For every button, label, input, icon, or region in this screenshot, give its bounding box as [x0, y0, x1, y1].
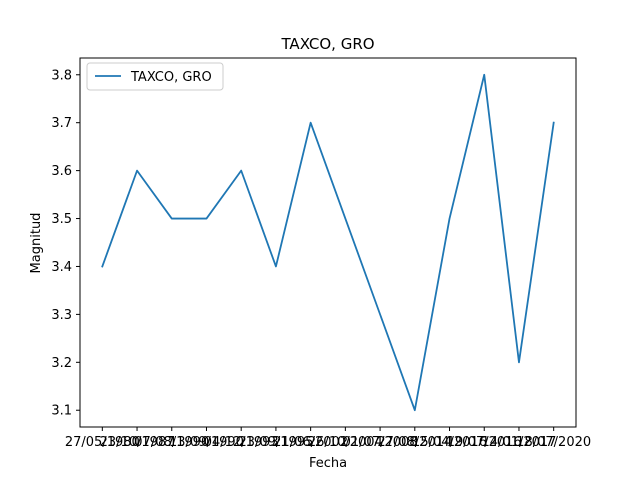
x-tick-label: 21/06/2002 [273, 435, 348, 450]
x-tick-label: 23/10/1987 [100, 435, 175, 450]
x-tick-label: 26/10/2004 [308, 435, 383, 450]
legend-label: TAXCO, GRO [130, 70, 212, 85]
axes-frame [79, 57, 577, 428]
x-tick-label: 23/09/1995 [238, 435, 313, 450]
series-line [101, 73, 555, 412]
y-tick-label: 3.2 [51, 356, 72, 371]
plot-area: 3.1 3.2 3.3 3.4 3.5 3.6 3.7 3.8 27/05/198023/10/… [51, 57, 591, 450]
y-tick-label: 3.8 [51, 68, 72, 83]
x-tick-label: 13/09/1990 [169, 435, 244, 450]
chart-title: TAXCO, GRO [280, 35, 374, 53]
x-tick-label: 27/08/2014 [377, 435, 452, 450]
y-tick-label: 3.6 [51, 164, 72, 179]
legend: TAXCO, GRO [86, 62, 224, 91]
y-tick-label: 3.7 [51, 116, 72, 131]
x-tick-label: 04/12/1993 [204, 435, 279, 450]
x-tick-label: 01/07/2008 [343, 435, 418, 450]
x-tick-label: 07/08/1990 [134, 435, 209, 450]
legend-box [86, 62, 224, 91]
x-tick-label: 19/07/2016 [447, 435, 522, 450]
x-tick-label: 15/04/2016 [412, 435, 487, 450]
x-tick-label: 14/01/2017 [481, 435, 556, 450]
x-tick-label: 27/05/1980 [65, 435, 140, 450]
y-tick-label: 3.4 [51, 260, 72, 275]
y-tick-label: 3.1 [51, 404, 72, 419]
y-tick-label: 3.5 [51, 212, 72, 227]
y-tick-label: 3.3 [51, 308, 72, 323]
x-axis-label: Fecha [309, 456, 347, 471]
x-tick-label: 18/07/2020 [516, 435, 591, 450]
y-axis-label: Magnitud [29, 213, 44, 274]
